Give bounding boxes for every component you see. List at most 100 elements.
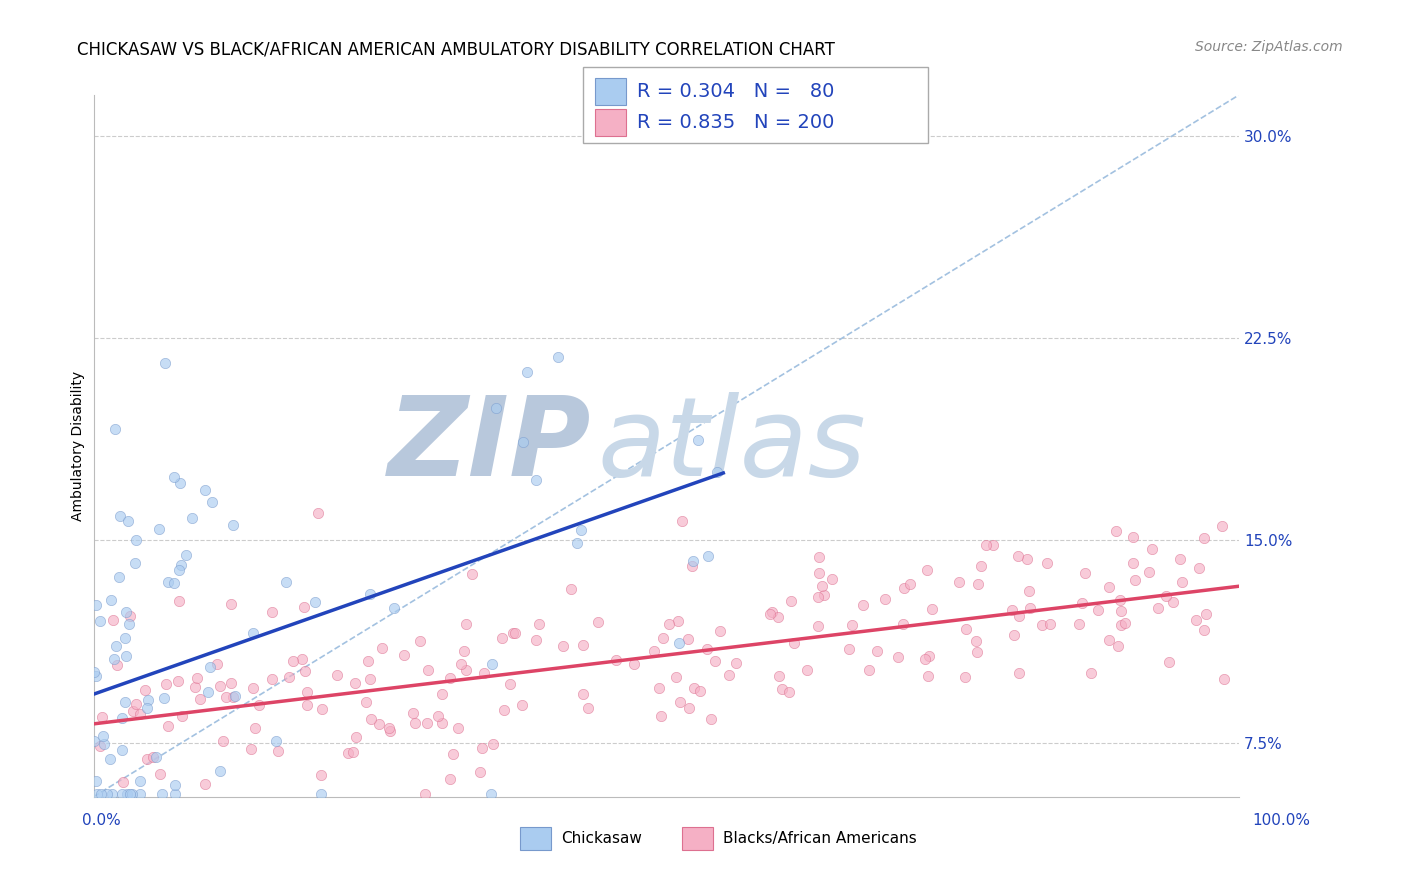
Point xyxy=(503,626,526,640)
Point xyxy=(243,721,266,735)
Point xyxy=(91,729,114,743)
Point xyxy=(1168,551,1191,566)
Point xyxy=(1001,602,1024,616)
Point xyxy=(439,671,461,685)
Point xyxy=(852,598,875,612)
Point xyxy=(1122,556,1144,570)
Point xyxy=(167,563,190,577)
Point xyxy=(93,737,115,751)
Point xyxy=(165,787,187,801)
Point xyxy=(471,740,494,755)
Point xyxy=(219,597,242,611)
Point xyxy=(304,595,326,609)
Point xyxy=(479,787,502,801)
Point xyxy=(921,602,943,616)
Point xyxy=(240,741,263,756)
Point xyxy=(292,599,315,614)
Point xyxy=(1109,618,1132,632)
Point xyxy=(666,615,689,629)
Point xyxy=(682,554,704,568)
Point xyxy=(1070,596,1092,610)
Point xyxy=(163,575,186,590)
Point xyxy=(167,594,190,608)
Point xyxy=(651,631,673,645)
Point xyxy=(918,648,941,663)
Point xyxy=(382,601,405,615)
Point xyxy=(153,691,176,706)
Point xyxy=(1098,633,1121,648)
Point xyxy=(138,693,160,707)
Point xyxy=(576,700,599,714)
Point xyxy=(650,709,672,723)
Point xyxy=(917,563,939,577)
Point xyxy=(104,421,127,435)
Text: R = 0.304   N =   80: R = 0.304 N = 80 xyxy=(637,82,834,102)
Point xyxy=(1154,589,1177,603)
Point xyxy=(378,724,401,739)
Point xyxy=(472,666,495,681)
Point xyxy=(201,495,224,509)
Point xyxy=(342,745,364,759)
Point xyxy=(401,706,423,720)
Point xyxy=(1123,573,1146,587)
Point xyxy=(170,558,193,572)
Point xyxy=(914,652,936,666)
Point xyxy=(108,570,131,584)
Point xyxy=(482,737,505,751)
Point xyxy=(184,680,207,694)
Point xyxy=(1192,624,1215,638)
Point xyxy=(135,701,157,715)
Point xyxy=(1087,603,1109,617)
Point xyxy=(512,698,534,713)
Point xyxy=(1137,565,1160,579)
Point xyxy=(188,692,211,706)
Point xyxy=(162,470,184,484)
Point xyxy=(481,657,503,672)
Point xyxy=(887,650,910,665)
Point xyxy=(807,566,830,581)
Point xyxy=(430,687,453,701)
Point xyxy=(1017,551,1039,566)
Point xyxy=(813,588,835,602)
Point xyxy=(516,365,538,379)
Point xyxy=(976,538,998,552)
Point xyxy=(197,685,219,699)
Point xyxy=(502,626,524,640)
Point xyxy=(703,654,725,668)
Point xyxy=(605,653,627,667)
Point xyxy=(1171,574,1194,589)
Point xyxy=(165,778,187,792)
Point xyxy=(212,734,235,748)
Point xyxy=(100,593,122,607)
Point xyxy=(454,617,477,632)
Point xyxy=(222,517,245,532)
Point xyxy=(768,669,790,683)
Point xyxy=(416,716,439,731)
Point xyxy=(1104,524,1126,538)
Point xyxy=(1212,672,1234,686)
Point xyxy=(150,787,173,801)
Point xyxy=(1147,601,1170,615)
Point xyxy=(697,549,720,564)
Point xyxy=(527,617,550,632)
Point xyxy=(689,684,711,698)
Point xyxy=(368,717,391,731)
Point xyxy=(807,618,830,632)
Point xyxy=(89,739,111,753)
Point xyxy=(658,617,681,632)
Point xyxy=(86,787,108,801)
Point xyxy=(569,523,592,537)
Point xyxy=(242,625,264,640)
Point xyxy=(668,636,690,650)
Point xyxy=(966,645,988,659)
Point xyxy=(145,750,167,764)
Point xyxy=(485,401,508,416)
Text: CHICKASAW VS BLACK/AFRICAN AMERICAN AMBULATORY DISABILITY CORRELATION CHART: CHICKASAW VS BLACK/AFRICAN AMERICAN AMBU… xyxy=(77,40,835,58)
Point xyxy=(86,669,108,683)
Point xyxy=(311,702,333,716)
Point xyxy=(84,599,107,613)
Point xyxy=(450,657,472,671)
Point xyxy=(453,644,475,658)
Point xyxy=(96,787,118,801)
Point xyxy=(572,639,595,653)
